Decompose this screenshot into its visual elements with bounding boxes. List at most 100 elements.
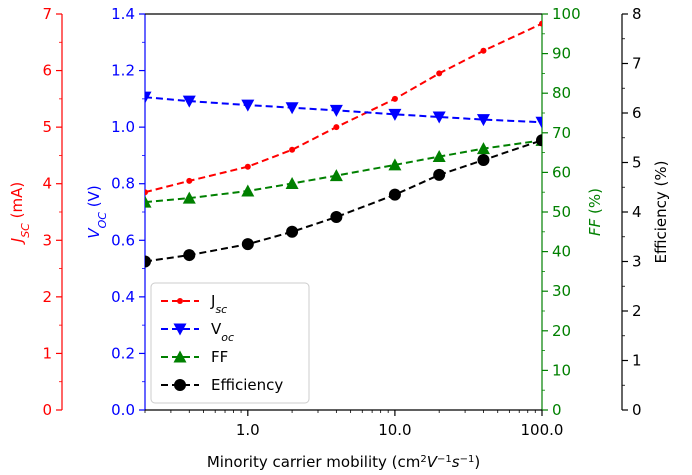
y-tick-label-eff: 6 xyxy=(632,104,642,122)
y-tick-label-jsc: 7 xyxy=(42,5,52,23)
y-tick-label-jsc: 3 xyxy=(42,231,52,249)
legend-marker-jsc xyxy=(177,298,183,304)
y-tick-label-ff: 80 xyxy=(552,84,571,102)
y-tick-label-jsc: 4 xyxy=(42,175,52,193)
data-point-jsc xyxy=(145,189,148,196)
y-tick-label-ff: 90 xyxy=(552,45,571,63)
y-axis-label-eff: Efficiency (%) xyxy=(652,161,670,264)
x-tick-label: 1.0 xyxy=(236,421,260,439)
data-point-ff xyxy=(145,195,152,208)
data-point-eff xyxy=(388,188,401,201)
y-tick-label-jsc: 2 xyxy=(42,288,52,306)
y-tick-label-voc: 0.8 xyxy=(111,175,135,193)
data-point-jsc xyxy=(391,95,398,102)
data-point-eff xyxy=(145,255,151,268)
data-point-ff xyxy=(285,176,299,189)
y-tick-label-ff: 10 xyxy=(552,361,571,379)
legend-item-jsc: Jsc xyxy=(161,292,227,316)
data-point-ff xyxy=(329,169,343,182)
data-point-ff xyxy=(476,142,490,155)
data-point-jsc xyxy=(539,20,542,27)
data-point-eff xyxy=(536,134,542,147)
data-point-eff xyxy=(183,249,196,262)
data-point-voc xyxy=(535,116,542,129)
data-point-eff xyxy=(286,225,299,238)
y-axis-label-jsc: JSC (mA) xyxy=(8,182,32,245)
data-point-voc xyxy=(432,111,446,124)
y-axis-label-voc: VOC (V) xyxy=(85,185,109,238)
y-tick-label-ff: 20 xyxy=(552,322,571,340)
data-point-eff xyxy=(241,238,254,251)
series-voc xyxy=(145,91,542,129)
data-point-eff xyxy=(433,168,446,181)
y-tick-label-eff: 3 xyxy=(632,253,642,271)
legend-item-voc: Voc xyxy=(161,320,234,344)
y-tick-label-eff: 0 xyxy=(632,401,642,419)
series-eff xyxy=(145,134,542,268)
y-axis-eff: 0 1 2 3 4 5 6 7 8 Efficiency (%) xyxy=(621,5,670,419)
data-point-jsc xyxy=(436,70,443,77)
data-point-ff xyxy=(432,150,446,163)
legend-marker-voc xyxy=(173,323,187,336)
x-tick-label: 100.0 xyxy=(521,421,564,439)
x-axis: 1.0 10.0 100.0 Minority carrier mobility (c… xyxy=(144,409,564,471)
legend-label-voc: Voc xyxy=(211,320,234,344)
y-tick-label-voc: 0.4 xyxy=(111,288,135,306)
y-axis-voc: 0.0 0.2 0.4 0.6 0.8 1.0 1.2 1.4 VOC (V) xyxy=(85,5,146,419)
y-tick-label-voc: 1.4 xyxy=(111,5,135,23)
y-tick-label-ff: 40 xyxy=(552,243,571,261)
data-point-voc xyxy=(285,102,299,115)
data-point-ff xyxy=(388,158,402,171)
y-axis-jsc: 0 1 2 3 4 5 6 7 JSC (mA) xyxy=(8,5,63,419)
legend-marker-eff xyxy=(174,379,186,391)
y-tick-label-voc: 0.6 xyxy=(111,231,135,249)
data-point-voc xyxy=(241,99,255,112)
y-tick-label-voc: 0.0 xyxy=(111,401,135,419)
data-point-voc xyxy=(388,108,402,121)
data-point-jsc xyxy=(289,146,296,153)
legend-item-ff: FF xyxy=(161,348,228,366)
data-point-voc xyxy=(182,95,196,108)
y-axis-label-ff: FF (%) xyxy=(586,188,604,236)
y-tick-label-ff: 50 xyxy=(552,203,571,221)
data-point-voc xyxy=(476,114,490,127)
series-jsc xyxy=(145,20,542,196)
y-tick-label-ff: 60 xyxy=(552,163,571,181)
legend-item-eff: Efficiency xyxy=(161,376,283,394)
y-tick-label-ff: 30 xyxy=(552,282,571,300)
y-axis-ff: 0 10 20 30 40 50 60 70 80 90 100 FF (%) xyxy=(541,5,604,419)
x-axis-label: Minority carrier mobility (cm2V−1s−1) xyxy=(207,453,480,471)
data-point-ff xyxy=(241,184,255,197)
legend-label-eff: Efficiency xyxy=(211,376,283,394)
y-tick-label-eff: 4 xyxy=(632,203,642,221)
y-tick-label-voc: 1.0 xyxy=(111,118,135,136)
y-tick-label-jsc: 0 xyxy=(42,401,52,419)
y-tick-label-ff: 70 xyxy=(552,124,571,142)
y-tick-label-ff: 100 xyxy=(552,5,581,23)
y-tick-label-eff: 2 xyxy=(632,302,642,320)
legend-label-ff: FF xyxy=(211,348,228,366)
data-point-jsc xyxy=(480,47,487,54)
y-tick-label-eff: 8 xyxy=(632,5,642,23)
y-tick-label-jsc: 5 xyxy=(42,118,52,136)
legend-label-jsc: Jsc xyxy=(210,292,227,316)
data-point-ff xyxy=(182,191,196,204)
y-tick-label-voc: 1.2 xyxy=(111,62,135,80)
data-point-jsc xyxy=(244,163,251,170)
legend: Jsc Voc FF Efficiency xyxy=(150,282,310,404)
series-layer xyxy=(145,20,542,268)
y-tick-label-jsc: 1 xyxy=(42,344,52,362)
data-point-eff xyxy=(477,154,490,167)
y-tick-label-voc: 0.2 xyxy=(111,344,135,362)
data-point-jsc xyxy=(333,124,340,131)
y-tick-label-ff: 0 xyxy=(552,401,562,419)
data-point-voc xyxy=(145,91,152,104)
data-point-eff xyxy=(330,210,343,223)
data-point-jsc xyxy=(186,177,193,184)
axes-layer: 0 1 2 3 4 5 6 7 JSC (mA) 0.0 0.2 0.4 0.6 0.8 1.0 1.2 1.4… xyxy=(8,5,670,419)
legend-box xyxy=(150,282,310,404)
legend-marker-ff xyxy=(173,350,187,363)
x-tick-label: 10.0 xyxy=(378,421,411,439)
y-tick-label-jsc: 6 xyxy=(42,62,52,80)
